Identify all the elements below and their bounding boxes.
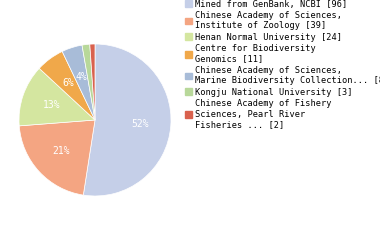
Text: 52%: 52% <box>131 119 149 128</box>
Wedge shape <box>62 45 95 120</box>
Text: 6%: 6% <box>62 78 74 88</box>
Text: 21%: 21% <box>53 146 70 156</box>
Wedge shape <box>90 44 95 120</box>
Text: 4%: 4% <box>75 72 87 82</box>
Wedge shape <box>82 44 95 120</box>
Wedge shape <box>19 120 95 195</box>
Wedge shape <box>19 68 95 126</box>
Text: 13%: 13% <box>43 100 61 110</box>
Wedge shape <box>83 44 171 196</box>
Wedge shape <box>39 51 95 120</box>
Legend: Mined from GenBank, NCBI [96], Chinese Academy of Sciences,
Institute of Zoology: Mined from GenBank, NCBI [96], Chinese A… <box>185 0 380 129</box>
